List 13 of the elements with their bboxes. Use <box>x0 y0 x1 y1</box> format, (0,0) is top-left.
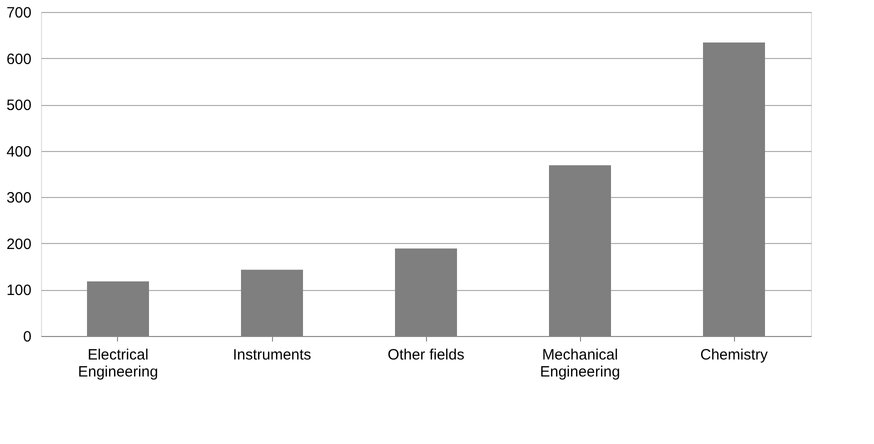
y-tick-label: 500 <box>6 97 32 114</box>
y-tick-label: 600 <box>6 50 32 68</box>
x-tick-label: Mechanical Engineering <box>540 346 620 380</box>
y-tick-label: 300 <box>6 190 32 207</box>
x-tick-label: Other fields <box>388 346 464 364</box>
y-tick-label: 0 <box>23 328 32 346</box>
y-tick-label: 100 <box>6 282 32 300</box>
y-tick-label: 200 <box>6 236 32 253</box>
x-tick-label: Instruments <box>232 346 312 364</box>
y-tick-label: 700 <box>6 4 32 22</box>
x-tick-label: Electrical Engineering <box>78 346 158 380</box>
x-tick-label: Chemistry <box>700 346 768 364</box>
y-tick-label: 400 <box>6 143 32 160</box>
